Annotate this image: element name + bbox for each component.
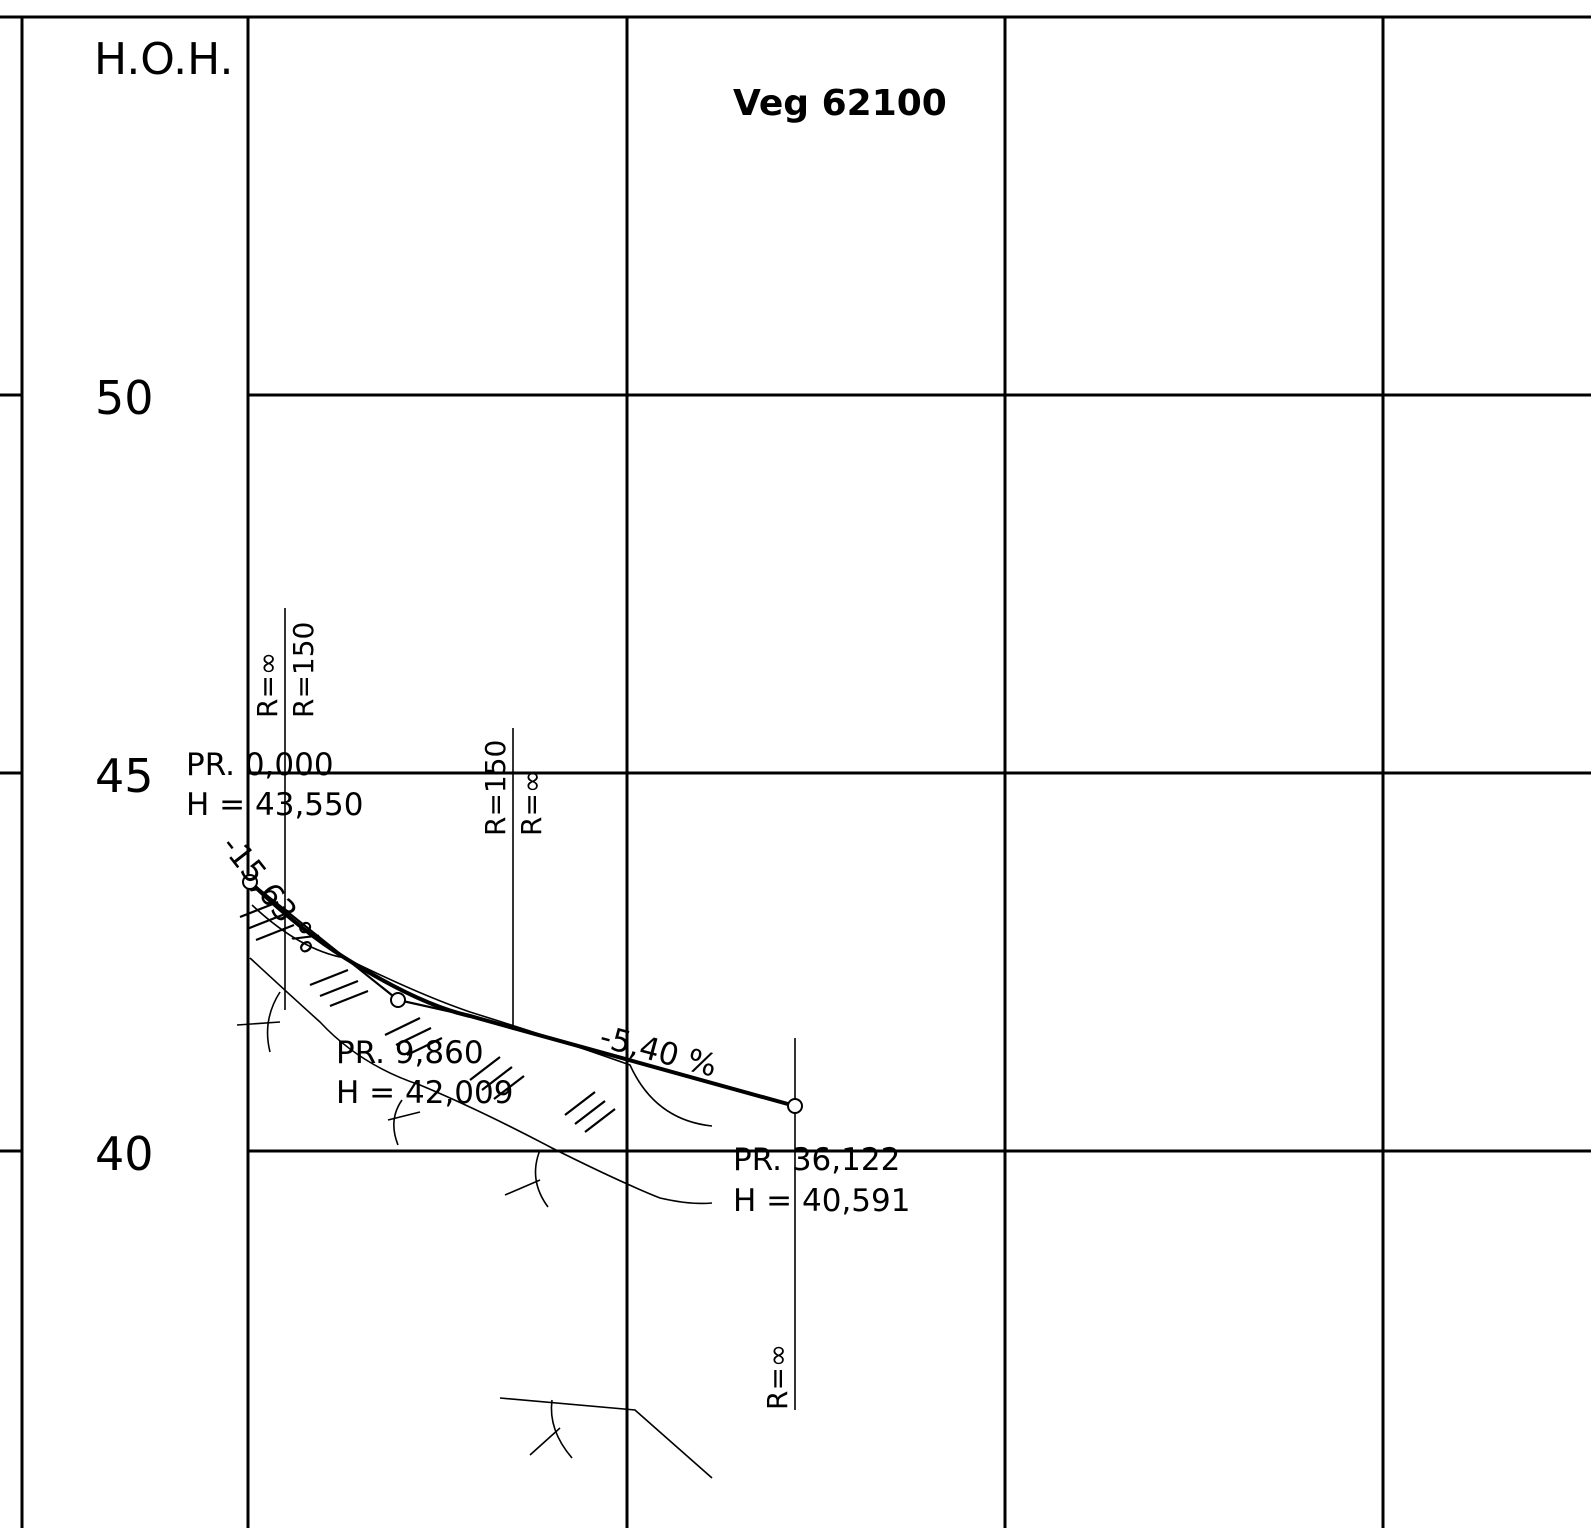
axis-label-hoh: H.O.H. bbox=[94, 34, 233, 85]
point-marker-2 bbox=[787, 1098, 803, 1114]
radius-label-2: R=150 bbox=[479, 740, 512, 836]
terrain-line-bottom bbox=[499, 1397, 713, 1479]
axis-tick-50: 50 bbox=[95, 371, 154, 425]
radius-markers bbox=[284, 608, 796, 1410]
point-marker-1 bbox=[390, 992, 406, 1008]
slope-hatching bbox=[239, 900, 616, 1133]
terrain-lines bbox=[249, 904, 713, 1479]
grade-label-1: -5,40 % bbox=[596, 1019, 721, 1085]
radius-label-3: R=∞ bbox=[515, 770, 548, 836]
axis-tick-45: 45 bbox=[95, 749, 154, 803]
profile-points bbox=[242, 874, 803, 1114]
point-height-0: H = 43,550 bbox=[186, 787, 363, 823]
bank-symbols bbox=[236, 991, 573, 1459]
drawing-title: Veg 62100 bbox=[733, 83, 947, 124]
terrain-line-upper bbox=[251, 904, 713, 1127]
radius-label-0: R=∞ bbox=[251, 652, 284, 718]
point-station-1: PR. 9,860 bbox=[336, 1035, 484, 1071]
point-height-2: H = 40,591 bbox=[733, 1183, 910, 1219]
profile-grid bbox=[0, 15, 1591, 1528]
point-height-1: H = 42,009 bbox=[336, 1075, 513, 1111]
terrain-line-lower bbox=[249, 957, 713, 1205]
grade-label-0: -15,63 % bbox=[214, 829, 328, 961]
point-marker-0 bbox=[242, 874, 258, 890]
point-station-0: PR. 0,000 bbox=[186, 747, 334, 783]
radius-label-1: R=150 bbox=[287, 622, 320, 718]
axis-tick-40: 40 bbox=[95, 1127, 154, 1181]
point-station-2: PR. 36,122 bbox=[733, 1142, 900, 1178]
radius-label-4: R=∞ bbox=[761, 1344, 794, 1410]
